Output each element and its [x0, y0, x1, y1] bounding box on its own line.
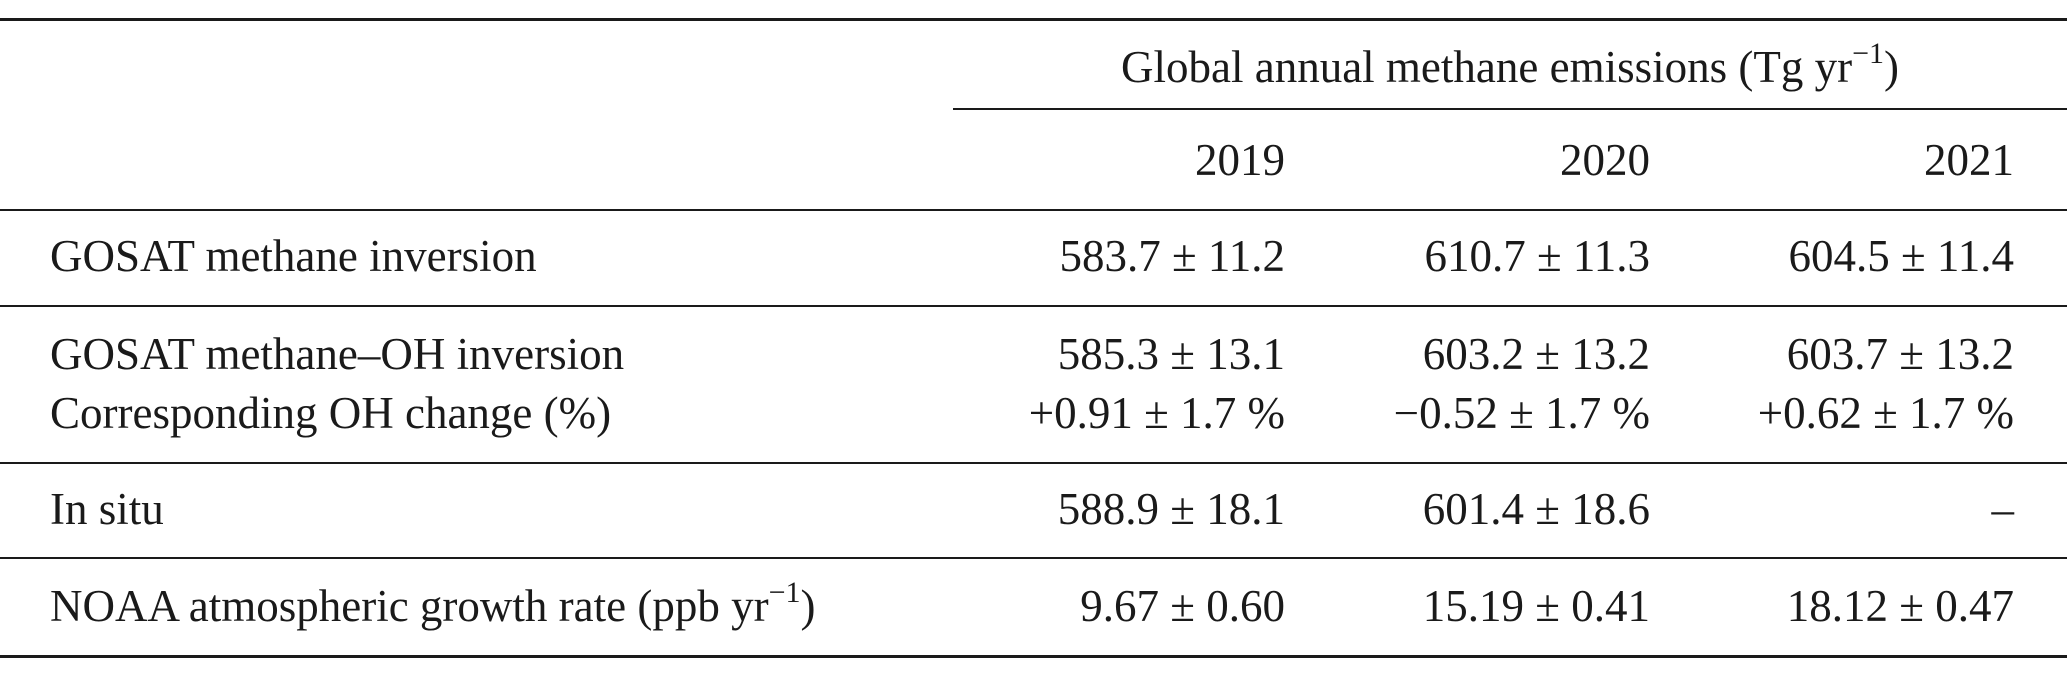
row-label-text: NOAA atmospheric growth rate (ppb yr: [50, 581, 769, 631]
group-header-end: ): [1884, 42, 1899, 92]
table-cell: 610.7 ± 11.3: [1424, 231, 1650, 281]
table-cell: 585.3 ± 13.1: [1057, 329, 1285, 379]
table-cell: 603.2 ± 13.2: [1422, 329, 1650, 379]
row-label-end: ): [800, 581, 816, 631]
row-label: NOAA atmospheric growth rate (ppb yr−1): [50, 578, 816, 631]
table-cell: +0.91 ± 1.7 %: [1028, 388, 1285, 438]
table-cell: 604.5 ± 11.4: [1788, 231, 2014, 281]
group-header: Global annual methane emissions (Tg yr−1…: [953, 39, 2067, 92]
year-header-2021: 2021: [1924, 135, 2014, 185]
bottom-rule: [0, 655, 2067, 658]
row-label: GOSAT methane inversion: [50, 231, 537, 281]
table-cell: 601.4 ± 18.6: [1422, 484, 1650, 534]
group-header-rule: [953, 108, 2067, 110]
table-cell: +0.62 ± 1.7 %: [1757, 388, 2014, 438]
row-rule-1: [0, 305, 2067, 307]
table-cell: 603.7 ± 13.2: [1786, 329, 2014, 379]
group-header-sup: −1: [1852, 37, 1884, 70]
table-cell: 18.12 ± 0.47: [1786, 581, 2014, 631]
header-rule: [0, 209, 2067, 211]
row-label-sup: −1: [768, 576, 801, 609]
row-rule-3: [0, 557, 2067, 559]
row-label: Corresponding OH change (%): [50, 388, 612, 438]
table-cell: −0.52 ± 1.7 %: [1393, 388, 1650, 438]
year-header-2019: 2019: [1195, 135, 1285, 185]
row-label: GOSAT methane–OH inversion: [50, 329, 625, 379]
table-cell: 588.9 ± 18.1: [1057, 484, 1285, 534]
group-header-text: Global annual methane emissions (Tg yr: [1121, 42, 1853, 92]
top-rule: [0, 18, 2067, 21]
year-header-2020: 2020: [1560, 135, 1650, 185]
table-cell: 9.67 ± 0.60: [1080, 581, 1285, 631]
table-cell: 15.19 ± 0.41: [1422, 581, 1650, 631]
table-cell: 583.7 ± 11.2: [1059, 231, 1285, 281]
row-label: In situ: [50, 484, 164, 534]
row-rule-2: [0, 462, 2067, 464]
table-cell: –: [1991, 484, 2015, 534]
